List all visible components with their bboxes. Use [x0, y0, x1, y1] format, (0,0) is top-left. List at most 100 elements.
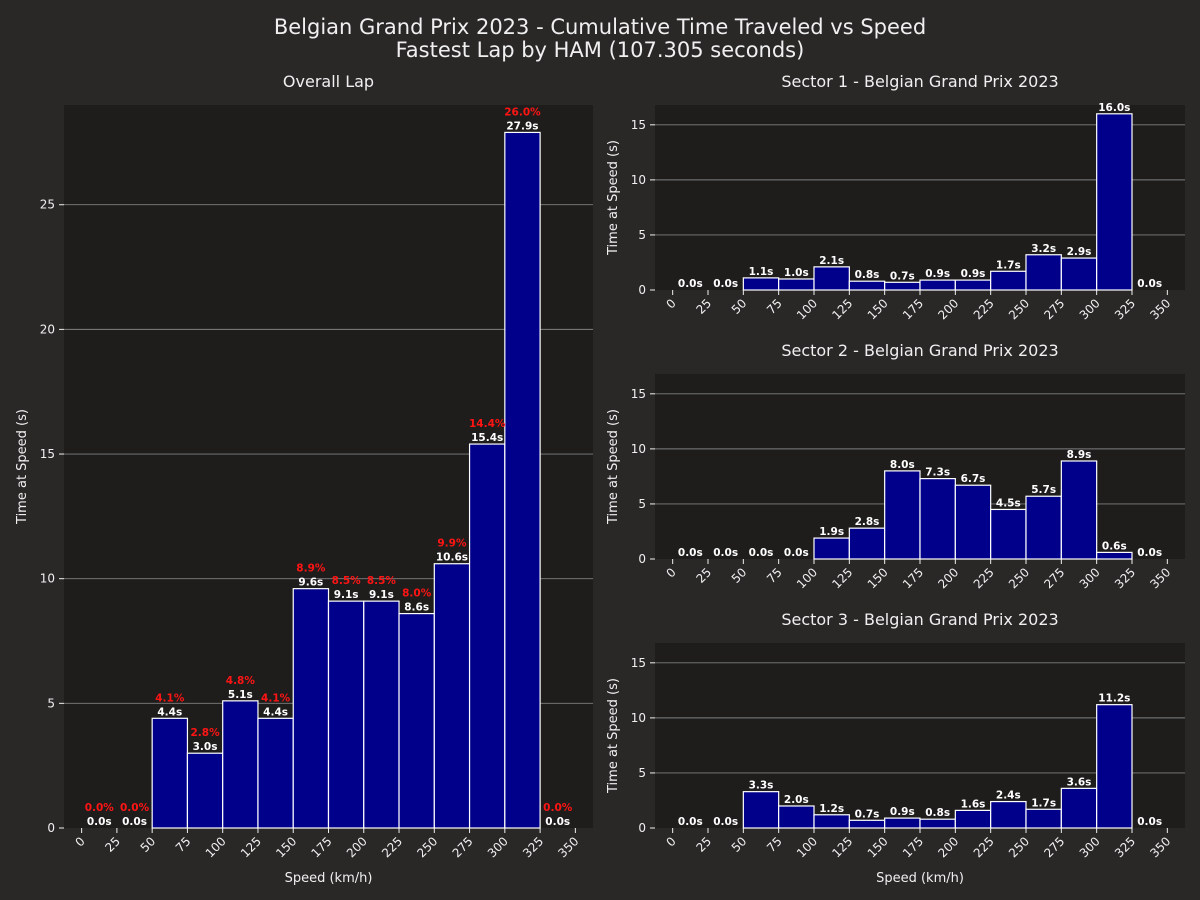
sector-2-bar-value-label: 8.9s [1067, 449, 1092, 461]
sector-1-y-axis-title: Time at Speed (s) [606, 140, 621, 256]
sector-2-bar [1025, 495, 1062, 560]
sector-2-bar [848, 527, 886, 560]
sector-1-bar-value-label: 2.9s [1067, 246, 1092, 258]
sector-1-bar [848, 280, 886, 291]
sector-2-bar-value-label: 2.8s [855, 516, 880, 528]
overall-y-tick-label: 25 [40, 198, 55, 212]
sector-1-title: Sector 1 - Belgian Grand Prix 2023 [781, 72, 1058, 91]
sector-3-bar-value-label: 1.2s [819, 803, 844, 815]
sector-3-bar-value-label: 0.0s [713, 816, 738, 828]
sector-1-bar-value-label: 1.1s [749, 266, 774, 278]
sector-3-bar [884, 817, 921, 829]
sector-1-y-tick-label: 10 [631, 173, 646, 187]
overall-bar-value-label: 27.9s [506, 120, 538, 132]
overall-lap-title: Overall Lap [283, 72, 374, 91]
overall-bar [468, 443, 506, 829]
overall-bar-value-label: 9.1s [369, 589, 394, 601]
sector-3-bar [813, 814, 850, 829]
overall-bar-percent-label: 8.5% [332, 575, 362, 587]
sector-1-bar [813, 266, 850, 291]
sector-2-bar [884, 470, 921, 560]
overall-y-tick-label: 0 [47, 821, 55, 835]
sector-2-bar-value-label: 8.0s [890, 459, 915, 471]
sector-3-y-tick-label: 0 [638, 821, 646, 835]
overall-bar-value-label: 8.6s [404, 602, 429, 614]
sector-3-x-axis-title: Speed (km/h) [876, 871, 964, 886]
overall-bar [186, 752, 224, 829]
sector-2-y-axis-title: Time at Speed (s) [606, 409, 621, 525]
sector-1-y-tick-label: 15 [631, 118, 646, 132]
sector-3-bar [778, 805, 815, 829]
overall-bar-percent-label: 4.1% [155, 692, 185, 704]
sector-3-bar-value-label: 0.0s [678, 816, 703, 828]
sector-3-bar-value-label: 0.9s [890, 806, 915, 818]
sector-3-bar-value-label: 11.2s [1098, 693, 1130, 705]
overall-bar [292, 588, 330, 829]
sector-3-bar [848, 819, 886, 829]
sector-1-bar-value-label: 0.0s [678, 278, 703, 290]
sector-3-bar [742, 791, 780, 829]
sector-3-y-tick-label: 10 [631, 711, 646, 725]
overall-bar [504, 131, 541, 829]
sector-3-bar-value-label: 1.6s [961, 798, 986, 810]
overall-bar [222, 700, 259, 829]
overall-bar [398, 612, 435, 829]
sector-1-bar-value-label: 2.1s [819, 255, 844, 267]
sector-3-title: Sector 3 - Belgian Grand Prix 2023 [781, 610, 1058, 629]
sector-3-bar-value-label: 3.3s [749, 780, 774, 792]
sector-1-y-tick-label: 5 [638, 228, 646, 242]
sector-1-bar-value-label: 0.8s [855, 269, 880, 281]
overall-y-axis-title: Time at Speed (s) [15, 409, 30, 525]
overall-y-tick-label: 10 [40, 572, 55, 586]
overall-bar-percent-label: 4.1% [261, 692, 291, 704]
sector-2-bar-value-label: 0.0s [784, 547, 809, 559]
sector-2-bar [954, 484, 992, 560]
overall-bar-percent-label: 8.9% [296, 563, 326, 575]
sector-3-chart: Sector 3 - Belgian Grand Prix 2023 0 5 10 1… [606, 610, 1185, 886]
overall-y-tick-label: 15 [40, 447, 55, 461]
overall-bar-value-label: 9.6s [298, 577, 323, 589]
sector-2-title: Sector 2 - Belgian Grand Prix 2023 [781, 341, 1058, 360]
sector-2-bar-value-label: 0.0s [749, 547, 774, 559]
sector-1-bar [1096, 113, 1133, 291]
overall-bar-value-label: 0.0s [545, 816, 570, 828]
overall-y-tick-label: 20 [40, 322, 55, 336]
sector-1-bar-value-label: 3.2s [1031, 243, 1056, 255]
overall-y-tick-label: 5 [47, 696, 55, 710]
overall-bar-value-label: 4.4s [263, 706, 288, 718]
sector-2-bar-value-label: 0.0s [678, 547, 703, 559]
overall-bar-percent-label: 0.0% [85, 802, 115, 814]
overall-bar-percent-label: 0.0% [120, 802, 150, 814]
sector-1-bar-value-label: 0.7s [890, 270, 915, 282]
sector-2-bar [1060, 460, 1098, 560]
overall-bar [257, 717, 294, 829]
sector-1-bar-value-label: 16.0s [1098, 102, 1130, 114]
overall-bar-percent-label: 0.0% [543, 802, 573, 814]
sector-3-bar [919, 818, 956, 829]
sector-3-y-tick-label: 5 [638, 766, 646, 780]
overall-x-axis-title: Speed (km/h) [285, 871, 373, 886]
overall-bar-value-label: 0.0s [87, 816, 112, 828]
sector-2-bar-value-label: 5.7s [1031, 484, 1056, 496]
sector-2-bar-value-label: 0.6s [1102, 540, 1127, 552]
sector-2-bar-value-label: 0.0s [713, 547, 738, 559]
sector-2-bar-value-label: 0.0s [1137, 547, 1162, 559]
overall-bar-value-label: 10.6s [436, 552, 468, 564]
overall-bar-value-label: 15.4s [471, 432, 503, 444]
sector-3-bar [1096, 704, 1133, 829]
overall-bar [363, 600, 400, 829]
sector-1-bar [919, 279, 956, 291]
sector-1-bar-value-label: 0.9s [925, 268, 950, 280]
sector-2-chart: Sector 2 - Belgian Grand Prix 2023 0 5 10 1… [606, 341, 1185, 591]
overall-bar-percent-label: 8.5% [367, 575, 397, 587]
sector-3-bar-value-label: 2.4s [996, 790, 1021, 802]
overall-bar-percent-label: 14.4% [469, 418, 506, 430]
overall-bar-value-label: 4.4s [157, 706, 182, 718]
sector-1-bar [954, 279, 992, 291]
sector-2-bar [919, 478, 956, 560]
sector-1-bar [884, 281, 921, 291]
sector-3-bar-value-label: 1.7s [1031, 797, 1056, 809]
sector-3-bar-value-label: 0.8s [925, 807, 950, 819]
